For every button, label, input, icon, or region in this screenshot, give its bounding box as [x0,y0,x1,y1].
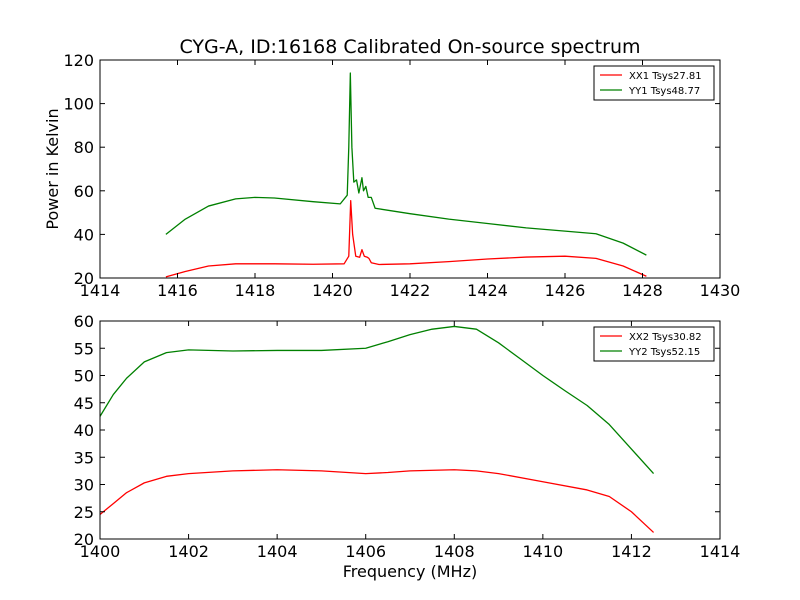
x-tick-label: 1418 [235,281,276,300]
x-tick-label: 1414 [80,281,121,300]
bottom-panel: 1400 1402 1404 1406 1408 1410 1412 1414 20 25 30 35… [74,312,741,581]
y-tick-label: 20 [74,269,94,288]
legend-label: YY1 Tsys48.77 [628,86,700,97]
x-tick-label: 1422 [390,281,431,300]
y-tick-label: 60 [74,182,94,201]
top-panel: 1414 1416 1418 1420 1422 1424 1426 1428 1430 20 40… [43,51,740,300]
x-tick-label: 1410 [522,542,563,561]
x-tick-label: 1426 [545,281,586,300]
y-tick-label: 45 [74,394,94,413]
x-tick-label: 1412 [611,542,652,561]
x-tick-label: 1408 [434,542,475,561]
series-line-2 [165,72,647,256]
y-tick-label: 40 [74,225,94,244]
series-line-1 [165,199,647,278]
y-tick-label: 80 [74,138,94,157]
y-tick-label: 100 [63,95,94,114]
y-tick-label: 60 [74,312,94,331]
legend-label: XX2 Tsys30.82 [629,332,702,343]
legend-label: YY2 Tsys52.15 [628,347,700,358]
x-tick-label: 1406 [345,542,386,561]
x-tick-label: 1400 [80,542,121,561]
y-tick-label: 40 [74,421,94,440]
y-tick-label: 25 [74,503,94,522]
series-line-2 [99,325,655,475]
figure-title: CYG-A, ID:16168 Calibrated On-source spe… [179,36,640,58]
y-axis-label: Power in Kelvin [43,108,62,229]
y-tick-label: 30 [74,476,94,495]
x-tick-label: 1416 [157,281,198,300]
legend-box [593,326,715,362]
y-tick-label: 50 [74,367,94,386]
y-tick-label: 120 [63,51,94,70]
y-tick-label: 20 [74,530,94,549]
x-tick-label: 1424 [467,281,508,300]
x-tick-label: 1428 [622,281,663,300]
legend-label: XX1 Tsys27.81 [629,71,702,82]
x-tick-label: 1404 [257,542,298,561]
series-line-1 [99,469,655,533]
x-tick-label: 1414 [700,542,741,561]
x-tick-label: 1402 [168,542,209,561]
y-tick-label: 35 [74,448,94,467]
legend-box [593,65,715,101]
y-tick-label: 55 [74,339,94,358]
x-tick-label: 1420 [312,281,353,300]
x-tick-label: 1430 [700,281,741,300]
x-axis-label: Frequency (MHz) [343,562,477,581]
